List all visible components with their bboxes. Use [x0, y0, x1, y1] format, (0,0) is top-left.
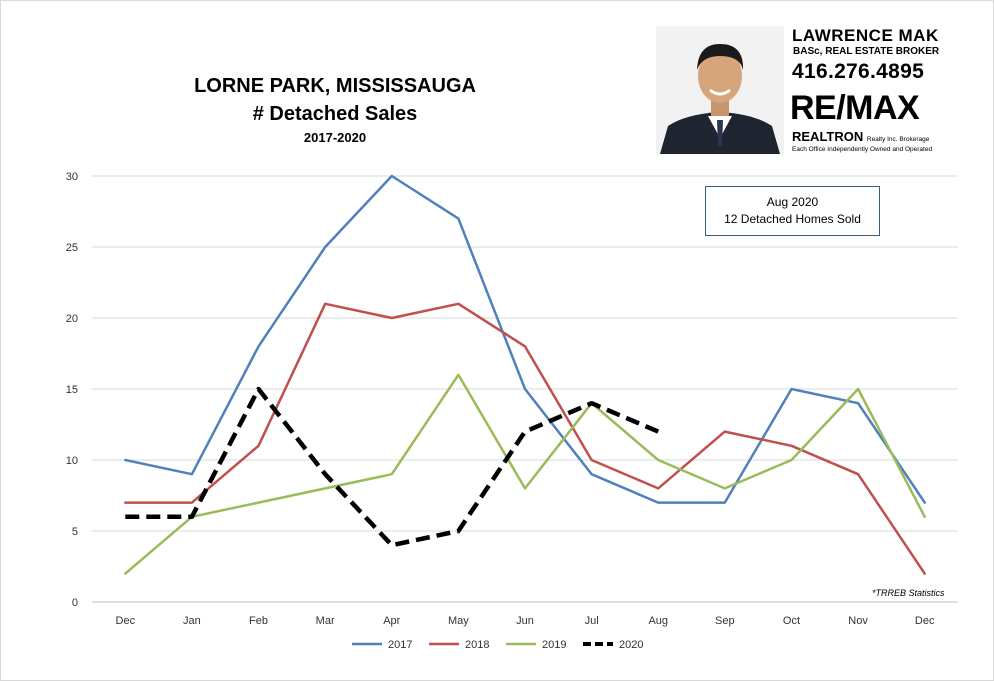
series-line-2020 — [125, 386, 660, 548]
agent-credentials: BASc, REAL ESTATE BROKER — [793, 46, 940, 57]
y-tick-label: 25 — [66, 242, 78, 254]
series-line-2017 — [124, 174, 926, 504]
source-note: *TRREB Statistics — [872, 588, 945, 598]
x-tick-label: Nov — [848, 615, 868, 627]
x-tick-label: Dec — [915, 615, 935, 627]
x-tick-label: May — [448, 615, 469, 627]
y-tick-label: 10 — [66, 455, 78, 467]
annotation-line1: Aug 2020 — [766, 195, 819, 209]
x-tick-label: Apr — [383, 615, 400, 627]
y-tick-label: 20 — [66, 313, 78, 325]
x-tick-label: Aug — [648, 615, 668, 627]
series-line-2019 — [124, 373, 926, 575]
x-tick-label: Dec — [116, 615, 136, 627]
chart-subtitle: # Detached Sales — [252, 103, 418, 125]
chart-title: LORNE PARK, MISSISSAUGA — [194, 75, 476, 97]
x-tick-label: Jun — [516, 615, 534, 627]
legend-label-2017: 2017 — [388, 639, 412, 651]
x-tick-label: Jan — [183, 615, 201, 627]
brokerage-sub: Realty Inc. Brokerage — [866, 136, 930, 143]
brokerage-name: REALTRON Realty Inc. Brokerage — [792, 129, 929, 144]
chart-title-block: LORNE PARK, MISSISSAUGA # Detached Sales… — [180, 72, 490, 148]
x-tick-label: Sep — [715, 615, 735, 627]
agent-phone: 416.276.4895 — [792, 60, 925, 83]
x-tick-label: Oct — [783, 615, 800, 627]
legend-label-2019: 2019 — [542, 639, 566, 651]
office-note: Each Office Independently Owned and Oper… — [792, 146, 933, 153]
annotation-box: Aug 2020 12 Detached Homes Sold — [705, 186, 880, 236]
agent-photo — [656, 26, 784, 154]
remax-logo: RE/MAX — [790, 89, 920, 127]
series-line-2018 — [124, 302, 926, 575]
agent-portrait-icon — [656, 26, 784, 154]
agent-banner: LAWRENCE MAK BASc, REAL ESTATE BROKER 41… — [650, 8, 950, 158]
x-tick-label: Jul — [585, 615, 599, 627]
y-tick-label: 0 — [72, 597, 78, 609]
brokerage-label: REALTRON — [792, 129, 864, 144]
agent-name: LAWRENCE MAK — [792, 26, 939, 45]
legend-label-2018: 2018 — [465, 639, 489, 651]
legend-label-2020: 2020 — [619, 639, 643, 651]
y-tick-label: 30 — [66, 171, 78, 183]
chart-years: 2017-2020 — [303, 130, 367, 145]
x-tick-label: Mar — [316, 615, 335, 627]
annotation-line2: 12 Detached Homes Sold — [724, 212, 861, 226]
x-tick-label: Feb — [249, 615, 268, 627]
y-tick-label: 5 — [72, 526, 78, 538]
y-tick-label: 15 — [66, 384, 78, 396]
